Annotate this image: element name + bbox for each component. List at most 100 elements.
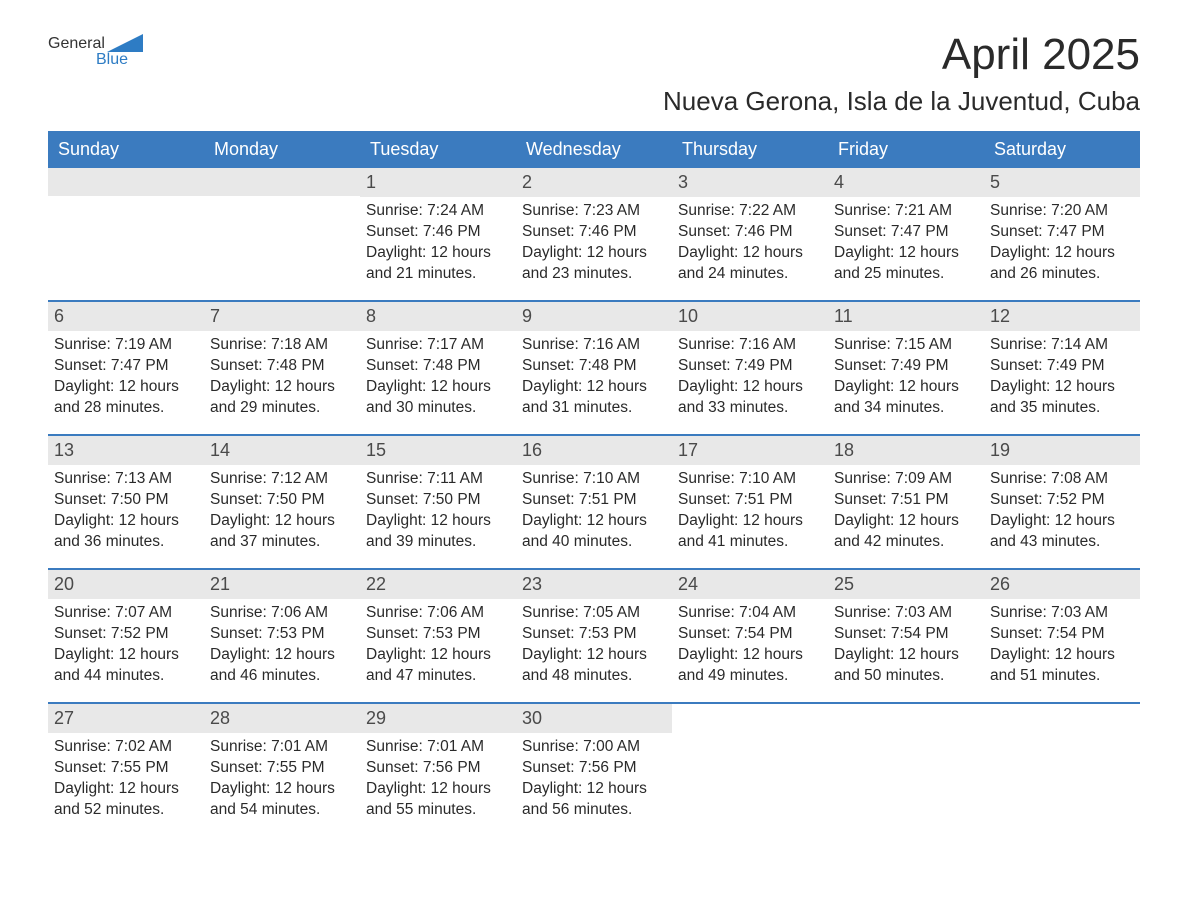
day-detail: Sunrise: 7:06 AMSunset: 7:53 PMDaylight:… bbox=[210, 603, 354, 687]
day-detail-line: Daylight: 12 hours bbox=[834, 511, 978, 532]
day-detail-line: Sunrise: 7:04 AM bbox=[678, 603, 822, 624]
day-detail-line: Sunset: 7:54 PM bbox=[678, 624, 822, 645]
day-number: 21 bbox=[204, 570, 360, 599]
day-number: 10 bbox=[672, 302, 828, 331]
day-detail-line: Sunrise: 7:20 AM bbox=[990, 201, 1134, 222]
day-detail-line: Sunset: 7:51 PM bbox=[522, 490, 666, 511]
day-cell: 19Sunrise: 7:08 AMSunset: 7:52 PMDayligh… bbox=[984, 436, 1140, 568]
day-cell: 26Sunrise: 7:03 AMSunset: 7:54 PMDayligh… bbox=[984, 570, 1140, 702]
day-detail-line: Sunset: 7:47 PM bbox=[834, 222, 978, 243]
calendar-grid: SundayMondayTuesdayWednesdayThursdayFrid… bbox=[48, 131, 1140, 836]
day-detail: Sunrise: 7:19 AMSunset: 7:47 PMDaylight:… bbox=[54, 335, 198, 419]
day-detail-line: and 25 minutes. bbox=[834, 264, 978, 285]
day-detail-line: and 50 minutes. bbox=[834, 666, 978, 687]
day-detail-line: Sunrise: 7:01 AM bbox=[366, 737, 510, 758]
day-number: 11 bbox=[828, 302, 984, 331]
day-number: 16 bbox=[516, 436, 672, 465]
week-row: 13Sunrise: 7:13 AMSunset: 7:50 PMDayligh… bbox=[48, 434, 1140, 568]
day-detail-line: Sunset: 7:46 PM bbox=[366, 222, 510, 243]
weekday-header: Sunday bbox=[48, 131, 204, 168]
day-detail-line: Sunset: 7:46 PM bbox=[522, 222, 666, 243]
day-detail-line: Sunrise: 7:11 AM bbox=[366, 469, 510, 490]
day-number: 7 bbox=[204, 302, 360, 331]
day-detail-line: Daylight: 12 hours bbox=[366, 645, 510, 666]
day-detail-line: and 34 minutes. bbox=[834, 398, 978, 419]
day-detail-line: and 51 minutes. bbox=[990, 666, 1134, 687]
page-header: General Blue April 2025 bbox=[48, 30, 1140, 80]
day-detail-line: Sunrise: 7:10 AM bbox=[522, 469, 666, 490]
day-detail-line: Daylight: 12 hours bbox=[522, 377, 666, 398]
day-detail-line: Sunset: 7:53 PM bbox=[366, 624, 510, 645]
day-detail: Sunrise: 7:07 AMSunset: 7:52 PMDaylight:… bbox=[54, 603, 198, 687]
day-detail-line: and 37 minutes. bbox=[210, 532, 354, 553]
day-detail: Sunrise: 7:20 AMSunset: 7:47 PMDaylight:… bbox=[990, 201, 1134, 285]
day-number: 23 bbox=[516, 570, 672, 599]
day-detail-line: Daylight: 12 hours bbox=[210, 779, 354, 800]
day-cell: 12Sunrise: 7:14 AMSunset: 7:49 PMDayligh… bbox=[984, 302, 1140, 434]
day-detail-line: Sunrise: 7:16 AM bbox=[678, 335, 822, 356]
day-number: 12 bbox=[984, 302, 1140, 331]
day-number: 26 bbox=[984, 570, 1140, 599]
day-detail-line: and 35 minutes. bbox=[990, 398, 1134, 419]
day-detail-line: and 52 minutes. bbox=[54, 800, 198, 821]
day-detail-line: Sunset: 7:50 PM bbox=[210, 490, 354, 511]
day-detail-line: Sunrise: 7:22 AM bbox=[678, 201, 822, 222]
day-detail-line: Sunrise: 7:15 AM bbox=[834, 335, 978, 356]
day-number: 1 bbox=[360, 168, 516, 197]
day-detail-line: and 54 minutes. bbox=[210, 800, 354, 821]
day-detail-line: Daylight: 12 hours bbox=[834, 243, 978, 264]
day-detail-line: Daylight: 12 hours bbox=[990, 243, 1134, 264]
day-detail-line: and 33 minutes. bbox=[678, 398, 822, 419]
day-detail-line: and 56 minutes. bbox=[522, 800, 666, 821]
day-detail: Sunrise: 7:10 AMSunset: 7:51 PMDaylight:… bbox=[678, 469, 822, 553]
day-detail-line: Daylight: 12 hours bbox=[678, 377, 822, 398]
weekday-header-row: SundayMondayTuesdayWednesdayThursdayFrid… bbox=[48, 131, 1140, 168]
day-detail-line: Sunrise: 7:17 AM bbox=[366, 335, 510, 356]
day-detail-line: Sunset: 7:49 PM bbox=[990, 356, 1134, 377]
weekday-header: Friday bbox=[828, 131, 984, 168]
day-detail-line: and 29 minutes. bbox=[210, 398, 354, 419]
day-number: 13 bbox=[48, 436, 204, 465]
day-cell: 23Sunrise: 7:05 AMSunset: 7:53 PMDayligh… bbox=[516, 570, 672, 702]
day-detail-line: Daylight: 12 hours bbox=[54, 779, 198, 800]
day-detail-line: Sunrise: 7:06 AM bbox=[210, 603, 354, 624]
day-detail: Sunrise: 7:01 AMSunset: 7:56 PMDaylight:… bbox=[366, 737, 510, 821]
day-detail-line: Sunrise: 7:03 AM bbox=[834, 603, 978, 624]
day-cell: 13Sunrise: 7:13 AMSunset: 7:50 PMDayligh… bbox=[48, 436, 204, 568]
day-cell: 15Sunrise: 7:11 AMSunset: 7:50 PMDayligh… bbox=[360, 436, 516, 568]
day-detail-line: Sunset: 7:54 PM bbox=[990, 624, 1134, 645]
day-number: 8 bbox=[360, 302, 516, 331]
day-detail-line: Sunrise: 7:16 AM bbox=[522, 335, 666, 356]
day-number: 4 bbox=[828, 168, 984, 197]
day-detail: Sunrise: 7:23 AMSunset: 7:46 PMDaylight:… bbox=[522, 201, 666, 285]
day-number: 29 bbox=[360, 704, 516, 733]
day-cell: 2Sunrise: 7:23 AMSunset: 7:46 PMDaylight… bbox=[516, 168, 672, 300]
day-detail-line: Daylight: 12 hours bbox=[678, 645, 822, 666]
day-number bbox=[48, 168, 204, 196]
day-detail-line: and 42 minutes. bbox=[834, 532, 978, 553]
day-detail-line: and 47 minutes. bbox=[366, 666, 510, 687]
day-detail-line: Daylight: 12 hours bbox=[522, 645, 666, 666]
day-detail: Sunrise: 7:09 AMSunset: 7:51 PMDaylight:… bbox=[834, 469, 978, 553]
day-detail-line: Sunrise: 7:12 AM bbox=[210, 469, 354, 490]
day-cell: 18Sunrise: 7:09 AMSunset: 7:51 PMDayligh… bbox=[828, 436, 984, 568]
day-detail-line: Daylight: 12 hours bbox=[522, 779, 666, 800]
weekday-header: Wednesday bbox=[516, 131, 672, 168]
day-detail-line: and 26 minutes. bbox=[990, 264, 1134, 285]
day-detail: Sunrise: 7:24 AMSunset: 7:46 PMDaylight:… bbox=[366, 201, 510, 285]
day-detail: Sunrise: 7:16 AMSunset: 7:48 PMDaylight:… bbox=[522, 335, 666, 419]
day-detail-line: and 48 minutes. bbox=[522, 666, 666, 687]
day-detail-line: Daylight: 12 hours bbox=[522, 243, 666, 264]
weekday-header: Saturday bbox=[984, 131, 1140, 168]
day-detail-line: Sunset: 7:51 PM bbox=[678, 490, 822, 511]
day-cell: 3Sunrise: 7:22 AMSunset: 7:46 PMDaylight… bbox=[672, 168, 828, 300]
day-cell: 29 Sunrise: 7:01 AMSunset: 7:56 PMDayligh… bbox=[360, 704, 516, 836]
day-detail-line: Sunrise: 7:05 AM bbox=[522, 603, 666, 624]
day-detail-line: and 31 minutes. bbox=[522, 398, 666, 419]
day-detail: Sunrise: 7:00 AMSunset: 7:56 PMDaylight:… bbox=[522, 737, 666, 821]
day-detail-line: Sunset: 7:52 PM bbox=[54, 624, 198, 645]
day-detail-line: and 30 minutes. bbox=[366, 398, 510, 419]
day-detail-line: Sunset: 7:46 PM bbox=[678, 222, 822, 243]
day-number: 28 bbox=[204, 704, 360, 733]
day-cell bbox=[828, 704, 984, 836]
